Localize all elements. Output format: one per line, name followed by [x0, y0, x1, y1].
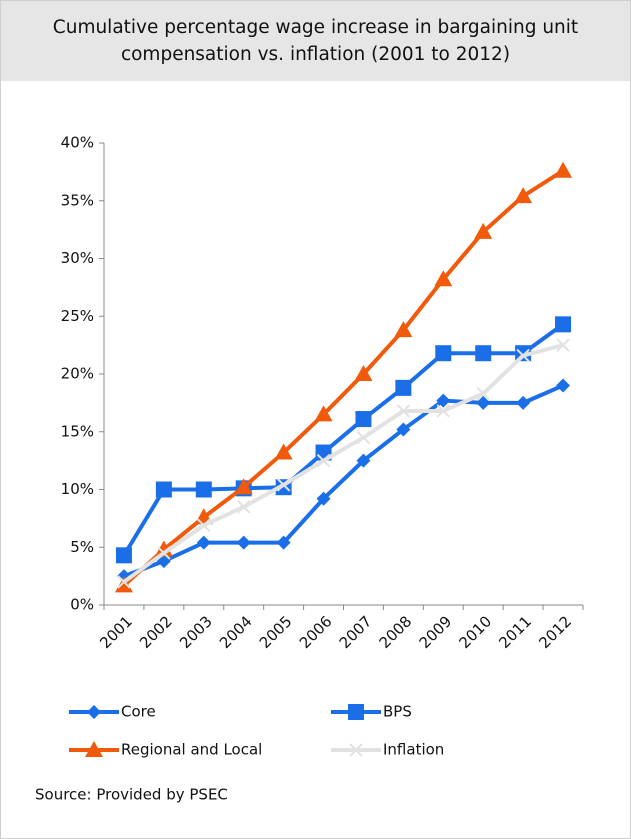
data-point	[396, 422, 411, 437]
data-point	[475, 345, 492, 362]
data-point	[197, 518, 211, 533]
data-point	[356, 453, 371, 468]
series-line	[122, 322, 565, 557]
x-tick-label: 2008	[376, 612, 416, 652]
header: Cumulative percentage wage increase in b…	[1, 1, 630, 81]
data-point	[274, 443, 293, 460]
data-point	[157, 546, 171, 560]
data-point	[476, 386, 490, 401]
data-point	[314, 405, 333, 422]
legend-marker	[348, 704, 364, 720]
data-point	[396, 404, 411, 418]
data-point	[155, 481, 172, 498]
y-tick-label: 10%	[61, 480, 94, 498]
data-point	[434, 270, 453, 287]
data-point	[276, 478, 291, 492]
data-point	[474, 222, 493, 239]
data-point	[196, 535, 211, 550]
x-tick-label: 2011	[495, 612, 535, 652]
legend-label: BPS	[383, 703, 412, 721]
data-point	[316, 491, 331, 506]
x-tick-label: 2002	[136, 612, 176, 652]
legend-marker	[87, 705, 101, 719]
data-point	[436, 404, 450, 418]
y-tick-label: 25%	[61, 307, 94, 325]
data-point	[554, 161, 573, 178]
x-tick-label: 2007	[336, 612, 376, 652]
x-tick-label: 2005	[256, 612, 296, 652]
x-tick-label: 2012	[535, 612, 575, 652]
data-point	[514, 187, 533, 204]
legend-marker	[85, 741, 103, 757]
x-tick-label: 2010	[455, 612, 495, 652]
data-point	[356, 430, 371, 445]
chart-title: Cumulative percentage wage increase in b…	[52, 17, 579, 65]
data-point	[237, 500, 251, 514]
legend-label: Regional and Local	[121, 741, 262, 759]
data-point	[556, 378, 571, 393]
data-point	[516, 348, 530, 363]
data-point	[115, 547, 132, 564]
data-point	[436, 393, 451, 408]
legend-label: Inflation	[383, 741, 444, 759]
data-point	[234, 478, 253, 495]
data-point	[316, 453, 331, 468]
x-tick-label: 2001	[96, 612, 136, 652]
data-point	[476, 395, 491, 410]
data-point	[435, 345, 452, 362]
y-tick-label: 30%	[61, 249, 94, 267]
data-point	[556, 338, 570, 352]
data-point	[555, 316, 572, 333]
y-tick-label: 0%	[70, 596, 94, 614]
data-point	[154, 540, 173, 557]
legend-label: Core	[121, 703, 156, 721]
series-line	[123, 383, 564, 578]
y-tick-label: 5%	[70, 538, 94, 556]
series-line	[122, 343, 564, 584]
y-tick-label: 35%	[61, 191, 94, 209]
y-tick-label: 15%	[61, 422, 94, 440]
legend-marker	[349, 743, 363, 757]
y-tick-label: 40%	[61, 134, 94, 152]
x-tick-label: 2004	[216, 612, 256, 652]
data-point	[195, 481, 212, 498]
data-point	[355, 411, 372, 428]
x-tick-label: 2003	[176, 612, 216, 652]
x-tick-label: 2009	[416, 612, 456, 652]
data-point	[354, 365, 373, 381]
data-point	[236, 535, 251, 550]
x-tick-label: 2006	[296, 612, 336, 652]
data-point	[117, 575, 131, 589]
data-point	[276, 535, 291, 550]
source-note: Source: Provided by PSEC	[35, 786, 228, 804]
y-tick-label: 20%	[61, 365, 94, 383]
data-point	[114, 576, 133, 593]
data-point	[394, 321, 413, 338]
data-point	[516, 395, 531, 410]
data-point	[395, 379, 412, 396]
